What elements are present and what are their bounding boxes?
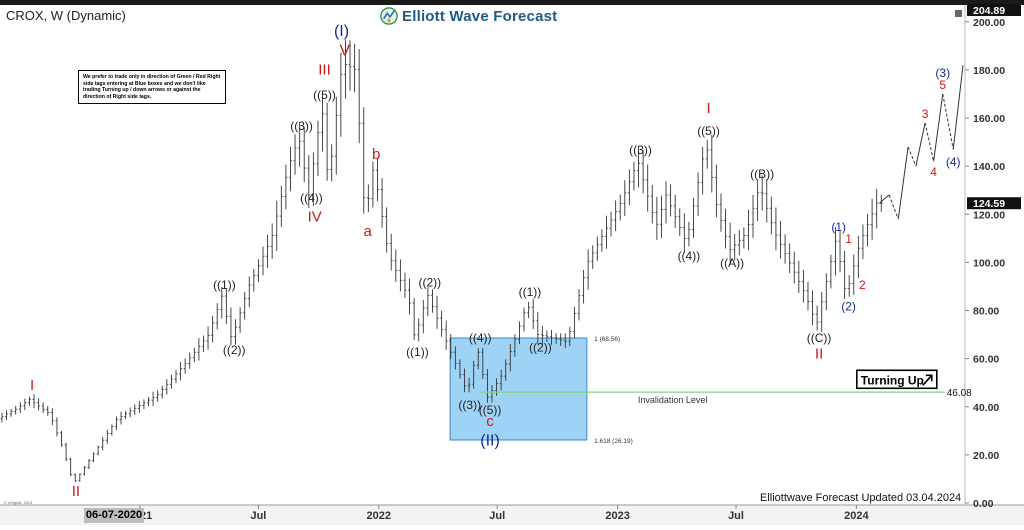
invalidation-value: 46.08 xyxy=(947,388,972,399)
time-axis-panel xyxy=(0,505,1024,525)
fib-level-label: 1 (68.56) xyxy=(594,336,620,343)
wave-label: (4) xyxy=(946,155,961,169)
y-tick-label: 80.00 xyxy=(973,306,999,318)
symbol-title: CROX, W (Dynamic) xyxy=(6,8,126,23)
wave-label: ((4)) xyxy=(300,191,323,205)
wave-label: (3) xyxy=(935,66,950,80)
wave-label: IV xyxy=(308,208,322,225)
wave-label: ((1)) xyxy=(406,345,429,359)
projection-segment xyxy=(915,122,926,167)
projection-segment xyxy=(907,146,917,167)
wave-label: (II) xyxy=(480,432,500,449)
wave-label: ((B)) xyxy=(750,167,774,181)
wave-label: II xyxy=(72,483,80,500)
top-bar xyxy=(0,0,1024,5)
y-tick-label: 20.00 xyxy=(973,450,999,462)
wave-label: ((2)) xyxy=(418,275,441,289)
wave-label: ((2)) xyxy=(529,340,552,354)
trading-note: We prefer to trade only in direction of … xyxy=(78,70,226,105)
y-tick-label: 0.00 xyxy=(973,498,994,510)
wave-label: 4 xyxy=(930,165,937,179)
wave-label: 1 xyxy=(845,232,852,246)
projection-segment xyxy=(952,65,964,150)
wave-label: ((C)) xyxy=(807,331,832,345)
wave-label: III xyxy=(318,62,331,79)
wave-label: ((5)) xyxy=(697,124,720,138)
x-tick-label: 2024 xyxy=(844,510,869,522)
wave-label: ((3)) xyxy=(290,119,313,133)
wave-label: c xyxy=(486,413,494,430)
y-tick-label: 160.00 xyxy=(973,113,1005,125)
projection-segment xyxy=(888,194,899,220)
price-tag xyxy=(967,197,1021,210)
projection-segment xyxy=(878,194,890,204)
wave-label: (1) xyxy=(831,220,846,234)
brand-name: Elliott Wave Forecast xyxy=(402,7,558,25)
updated-label: Elliottwave Forecast Updated 03.04.2024 xyxy=(760,492,962,504)
x-tick-label: Jul xyxy=(728,510,744,522)
price-tag xyxy=(967,4,1021,16)
y-tick-label: 120.00 xyxy=(973,209,1005,221)
wave-label: ((1)) xyxy=(519,285,542,299)
wave-label: b xyxy=(372,146,380,163)
wave-label: I xyxy=(706,100,710,117)
wave-label: ((5)) xyxy=(479,403,502,417)
wave-label: ((2)) xyxy=(223,343,246,357)
x-tick-label: 2023 xyxy=(605,510,629,522)
y-tick-label: 200.00 xyxy=(973,17,1005,29)
brand-logo-icon xyxy=(380,7,398,25)
wave-label: ((4)) xyxy=(678,249,701,263)
x-tick-label: Jul xyxy=(250,510,266,522)
x-tick-label: Jul xyxy=(489,510,505,522)
arrow-up-right-icon xyxy=(922,374,933,386)
wave-label: V xyxy=(339,42,350,59)
settings-square-icon xyxy=(955,10,962,17)
projection-segment xyxy=(924,122,935,162)
x-tick-label: 2022 xyxy=(367,510,391,522)
wave-label: ((5)) xyxy=(313,88,336,102)
wave-label: 5 xyxy=(939,78,946,92)
y-tick-label: 40.00 xyxy=(973,402,999,414)
y-tick-label: 60.00 xyxy=(973,354,999,366)
invalidation-label: Invalidation Level xyxy=(638,395,708,405)
cursor-date-label: 06-07-2020 xyxy=(84,508,144,523)
wave-label: ((3)) xyxy=(629,143,652,157)
wave-label: 3 xyxy=(922,107,929,121)
fib-level-label: 1.618 (26.19) xyxy=(594,438,633,445)
wave-label: ((A)) xyxy=(720,256,744,270)
price-tag-label: 204.89 xyxy=(973,5,1005,17)
y-tick-label: 100.00 xyxy=(973,257,1005,269)
brand: Elliott Wave Forecast xyxy=(380,5,557,27)
y-tick-label: 140.00 xyxy=(973,161,1005,173)
wave-label: 2 xyxy=(859,278,866,292)
wave-label: a xyxy=(364,223,373,240)
turning-up-label: Turning Up xyxy=(861,373,924,387)
projection-segment xyxy=(942,93,954,150)
projection-segment xyxy=(933,93,944,162)
turning-up-badge xyxy=(856,369,938,390)
price-tag-label: 124.59 xyxy=(973,198,1005,210)
wave-label: ((1)) xyxy=(213,278,236,292)
wave-label: ((4)) xyxy=(469,331,492,345)
projection-segment xyxy=(897,146,909,220)
wave-label: II xyxy=(815,346,823,363)
wave-label: I xyxy=(30,377,34,394)
wave-label: (2) xyxy=(841,300,856,314)
esignal-credit: © eSignal, 2024 xyxy=(4,500,33,505)
blue-box xyxy=(449,337,588,441)
wave-label: ((3)) xyxy=(458,398,481,412)
wave-label: (I) xyxy=(334,23,349,40)
y-tick-label: 180.00 xyxy=(973,65,1005,77)
